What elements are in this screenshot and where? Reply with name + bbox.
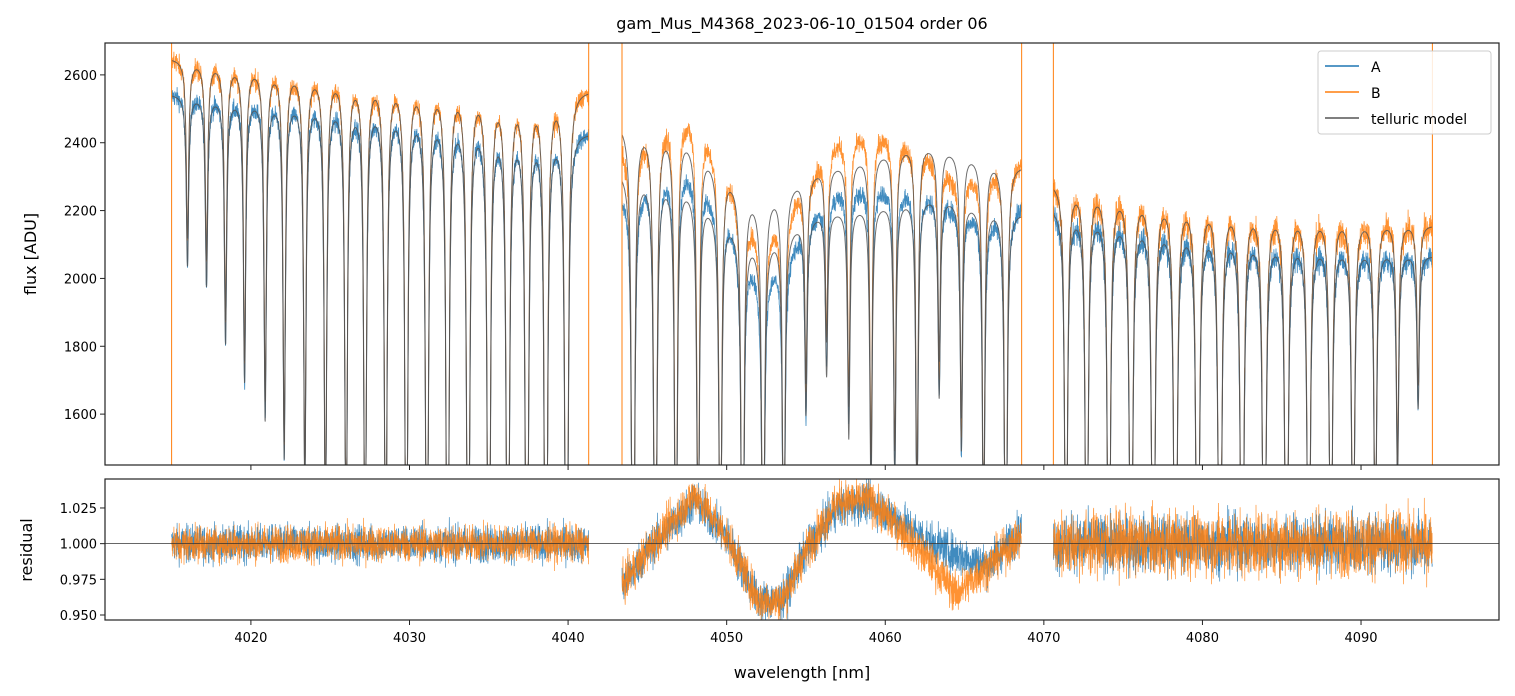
residual-y-tick-label: 1.000 [60, 538, 97, 553]
residual-axes-frame [104, 478, 1500, 621]
x-tick-label: 4060 [869, 631, 902, 646]
telluric-model-a [171, 95, 1433, 465]
x-tick-label: 4090 [1344, 631, 1377, 646]
x-tick-label: 4040 [552, 631, 585, 646]
x-tick-label: 4030 [393, 631, 426, 646]
y-tick-label: 2400 [64, 137, 97, 152]
legend-label-model: telluric model [1371, 112, 1467, 128]
spectrum-plot-area [171, 43, 1433, 465]
legend-label-b: B [1371, 86, 1381, 102]
y-axis-label-residual: residual [17, 518, 36, 581]
x-tick-label: 4070 [1027, 631, 1060, 646]
telluric-model-b [171, 60, 1433, 465]
chart-title: gam_Mus_M4368_2023-06-10_01504 order 06 [616, 14, 987, 34]
residual-y-tick-label: 0.975 [60, 573, 97, 588]
legend: A B telluric model [1317, 50, 1492, 135]
x-tick-label: 4080 [1186, 631, 1219, 646]
residual-y-tick-label: 1.025 [60, 502, 97, 517]
residual-plot-area [105, 479, 1499, 620]
x-tick-label: 4020 [234, 631, 267, 646]
y-axis-label-flux: flux [ADU] [21, 213, 40, 295]
x-tick-label: 4050 [710, 631, 743, 646]
residual-y-tick-label: 0.950 [60, 609, 97, 624]
series-b-flux [171, 51, 1433, 465]
spectrum-axes-frame [104, 42, 1500, 466]
legend-label-a: A [1371, 60, 1381, 76]
y-tick-label: 1800 [64, 340, 97, 355]
series-b-residual [171, 479, 1433, 620]
y-tick-label: 2000 [64, 272, 97, 287]
y-tick-label: 1600 [64, 408, 97, 423]
y-tick-label: 2200 [64, 205, 97, 220]
y-tick-label: 2600 [64, 69, 97, 84]
x-axis-label: wavelength [nm] [734, 663, 871, 682]
